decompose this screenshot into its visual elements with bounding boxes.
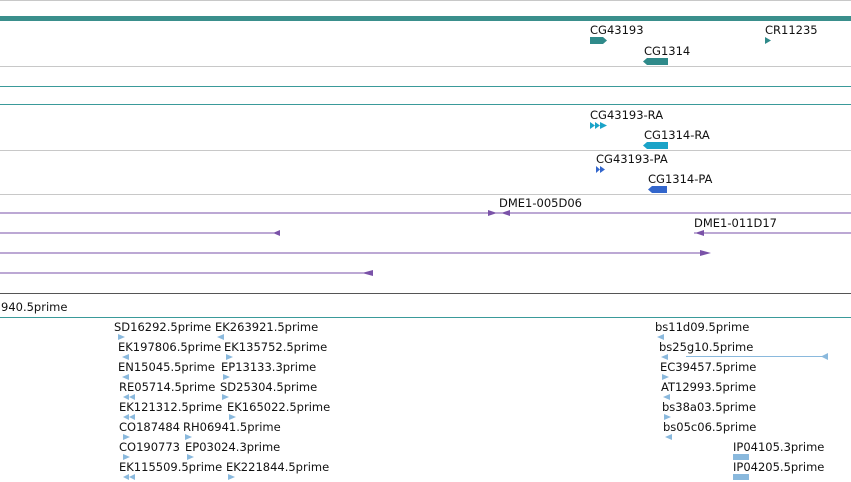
track-separator: [0, 150, 851, 151]
transcript-glyph-cg43193-pa[interactable]: [596, 166, 606, 173]
est-glyph[interactable]: [228, 474, 244, 480]
est-glyph[interactable]: [223, 374, 239, 380]
est-glyph[interactable]: [122, 374, 138, 380]
est-label[interactable]: RE05714.5prime: [119, 380, 216, 394]
transcript-glyph-cg43193-ra[interactable]: [590, 122, 608, 129]
clone-line-4[interactable]: [0, 269, 851, 277]
est-label[interactable]: EK165022.5prime: [227, 400, 331, 414]
gene-glyph-cr11235[interactable]: [765, 37, 772, 44]
est-label[interactable]: RH06941.5prime: [183, 420, 281, 434]
est-label[interactable]: EK197806.5prime: [118, 340, 222, 354]
est-glyph[interactable]: [226, 354, 242, 360]
est-glyph[interactable]: [123, 434, 139, 440]
est-label[interactable]: SD25304.5prime: [220, 380, 318, 394]
est-glyph[interactable]: [733, 474, 751, 480]
est-glyph[interactable]: [118, 334, 134, 340]
est-glyph[interactable]: [733, 454, 751, 460]
est-glyph[interactable]: [665, 434, 681, 440]
est-glyph[interactable]: [662, 374, 678, 380]
track-separator: [0, 293, 851, 294]
est-label[interactable]: EK221844.5prime: [226, 460, 330, 474]
est-label[interactable]: EC39457.5prime: [660, 360, 757, 374]
clone-line-1[interactable]: [0, 209, 851, 217]
est-glyph[interactable]: [217, 334, 233, 340]
est-long-read[interactable]: [684, 353, 829, 360]
track-separator: [0, 194, 851, 195]
teal-track-line: [0, 317, 851, 318]
est-label[interactable]: CO187484: [119, 420, 180, 434]
est-label[interactable]: bs25g10.5prime: [659, 340, 754, 354]
est-label[interactable]: EK263921.5prime: [215, 320, 319, 334]
gene-label-cg1314[interactable]: CG1314: [644, 44, 691, 58]
top-track-bar: [0, 0, 851, 1]
est-label[interactable]: bs11d09.5prime: [655, 320, 750, 334]
est-glyph[interactable]: [663, 394, 679, 400]
clone-line-3[interactable]: [0, 249, 851, 257]
est-label[interactable]: CO190773: [119, 440, 180, 454]
gene-track-header-bar: [0, 16, 851, 21]
teal-track-line: [0, 86, 851, 87]
est-label[interactable]: bs38a03.5prime: [662, 400, 757, 414]
est-glyph[interactable]: [222, 394, 238, 400]
est-label[interactable]: SD16292.5prime: [114, 320, 212, 334]
est-glyph[interactable]: [229, 414, 245, 420]
clone-label-dme1-011d17[interactable]: DME1-011D17: [694, 216, 777, 230]
est-label[interactable]: EP03024.3prime: [185, 440, 281, 454]
est-glyph[interactable]: [123, 394, 139, 400]
est-glyph[interactable]: [185, 434, 201, 440]
clone-label-dme1-005d06[interactable]: DME1-005D06: [499, 196, 582, 210]
gene-glyph-cg1314[interactable]: [643, 58, 669, 65]
est-label[interactable]: IP04205.5prime: [733, 460, 825, 474]
est-glyph[interactable]: [123, 414, 139, 420]
gene-label-cg43193[interactable]: CG43193: [590, 23, 644, 37]
gene-label-cr11235[interactable]: CR11235: [765, 23, 818, 37]
est-label[interactable]: EN15045.5prime: [118, 360, 215, 374]
transcript-glyph-cg1314-ra[interactable]: [643, 142, 669, 149]
est-label[interactable]: AT12993.5prime: [661, 380, 757, 394]
transcript-label-cg43193-ra[interactable]: CG43193-RA: [590, 108, 664, 122]
est-label[interactable]: IP04105.3prime: [733, 440, 825, 454]
est-glyph[interactable]: [123, 474, 139, 480]
gene-glyph-cg43193[interactable]: [590, 37, 608, 44]
clone-line-2[interactable]: [0, 229, 851, 237]
est-glyph[interactable]: [664, 414, 680, 420]
transcript-label-cg1314-ra[interactable]: CG1314-RA: [644, 128, 710, 142]
est-glyph[interactable]: [661, 354, 677, 360]
transcript-label-cg1314-pa[interactable]: CG1314-PA: [648, 172, 713, 186]
transcript-label-cg43193-pa[interactable]: CG43193-PA: [596, 152, 668, 166]
track-separator: [0, 66, 851, 67]
partial-est-label[interactable]: 940.5prime: [1, 300, 68, 314]
est-label[interactable]: EK121312.5prime: [119, 400, 223, 414]
est-glyph[interactable]: [123, 454, 139, 460]
est-label[interactable]: EK115509.5prime: [119, 460, 223, 474]
est-glyph[interactable]: [657, 334, 673, 340]
transcript-glyph-cg1314-pa[interactable]: [648, 186, 668, 193]
teal-track-line: [0, 104, 851, 105]
est-label[interactable]: EP13133.3prime: [221, 360, 317, 374]
est-label[interactable]: EK135752.5prime: [224, 340, 328, 354]
est-label[interactable]: bs05c06.5prime: [663, 420, 757, 434]
est-glyph[interactable]: [122, 354, 138, 360]
est-glyph[interactable]: [187, 454, 203, 460]
